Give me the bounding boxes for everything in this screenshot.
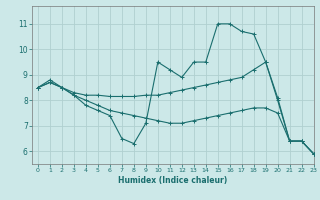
X-axis label: Humidex (Indice chaleur): Humidex (Indice chaleur) <box>118 176 228 185</box>
